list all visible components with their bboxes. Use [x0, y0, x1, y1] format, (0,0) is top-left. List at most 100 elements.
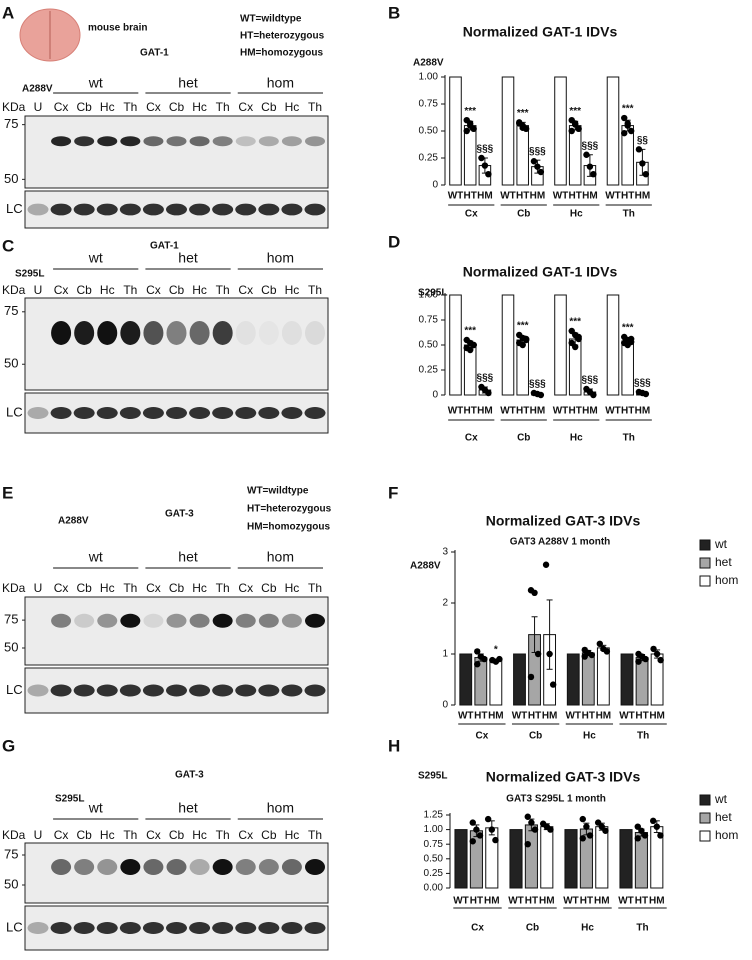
bar: [463, 125, 477, 186]
data-point: [537, 391, 545, 399]
y-tick-label: 1.25: [424, 810, 444, 821]
legend-label: het: [715, 555, 732, 569]
bar-label: HM: [530, 191, 546, 202]
data-point: [650, 645, 657, 653]
loading-band: [166, 203, 187, 216]
loading-band: [212, 203, 234, 216]
genotype-legend: HT=heterozygous: [240, 31, 325, 42]
panel-letter: C: [2, 236, 14, 255]
data-point: [594, 819, 602, 826]
panel-letter: F: [388, 483, 398, 502]
lane-label: Th: [308, 581, 322, 595]
significance: §§§: [529, 146, 546, 157]
bar-label: HM: [649, 711, 665, 722]
significance: ***: [622, 104, 634, 115]
bar-label: HT: [516, 406, 529, 417]
lane-label: Th: [123, 283, 137, 297]
group-label: Th: [637, 731, 649, 742]
protein-band: [305, 136, 325, 147]
lane-label: Hc: [192, 828, 207, 842]
chart-title: Normalized GAT-1 IDVs: [463, 24, 618, 40]
protein-band: [258, 859, 279, 875]
lane-label: Cx: [54, 100, 69, 114]
group-label: Th: [636, 923, 648, 934]
lane-label: Cb: [261, 283, 277, 297]
protein-band: [120, 859, 141, 875]
loading-band: [119, 922, 141, 934]
legend-label: wt: [714, 792, 728, 806]
protein-band: [143, 320, 164, 345]
lane-label: Cx: [146, 283, 161, 297]
loading-band: [304, 407, 326, 419]
lane-label: Cb: [76, 100, 92, 114]
protein-band: [166, 320, 187, 345]
data-point: [469, 819, 476, 826]
loading-band: [142, 922, 164, 934]
data-point: [621, 114, 628, 122]
data-point: [642, 390, 650, 398]
protein-band: [189, 320, 210, 345]
unit-label: KDa: [2, 283, 26, 297]
bar: [554, 294, 567, 396]
protein-label: GAT-1: [140, 48, 169, 59]
protein-band: [258, 136, 279, 147]
lane-label: Hc: [192, 581, 207, 595]
significance: *: [494, 645, 498, 656]
bar-label: HT: [474, 711, 487, 722]
data-point: [602, 827, 609, 834]
legend-label: hom: [715, 573, 738, 587]
bar-label: WT: [448, 191, 464, 202]
y-tick-label: 0: [432, 180, 438, 191]
lane-label: Cx: [238, 581, 253, 595]
panel-letter: H: [388, 736, 400, 755]
data-point: [481, 655, 488, 663]
lane-label: Cx: [238, 828, 253, 842]
lane-label: Hc: [100, 100, 115, 114]
bar-label: HT: [525, 896, 538, 907]
y-tick-label: 0.75: [419, 315, 439, 326]
y-tick-label: 0.25: [419, 153, 439, 164]
data-point: [478, 154, 485, 162]
data-point: [485, 171, 492, 178]
data-point: [469, 838, 476, 845]
bar: [606, 76, 620, 186]
protein-band: [235, 613, 256, 628]
y-tick-label: 0.25: [424, 868, 444, 879]
bar: [568, 125, 582, 186]
data-point: [522, 335, 530, 343]
mutation-label: A288V: [413, 58, 444, 69]
data-point: [627, 335, 635, 343]
protein-band: [74, 136, 95, 147]
y-tick-label: 3: [442, 547, 448, 558]
loading-band: [235, 407, 257, 419]
unit-label: KDa: [2, 828, 26, 842]
loading-band: [119, 203, 141, 216]
data-point: [496, 655, 503, 663]
y-tick-label: 0.75: [424, 839, 444, 850]
marker-label: 50: [4, 639, 18, 654]
data-point: [530, 158, 538, 165]
data-point: [549, 681, 557, 688]
loading-band: [73, 684, 95, 697]
loading-band: [27, 203, 49, 216]
bar: [620, 653, 634, 706]
bar-label: WT: [563, 896, 579, 907]
bar: [485, 827, 499, 889]
genotype-legend: WT=wildtype: [247, 486, 309, 497]
bar-label: HM: [477, 191, 493, 202]
loading-band: [73, 407, 95, 419]
data-point: [470, 125, 477, 133]
loading-band: [50, 684, 72, 697]
protein-band: [212, 613, 233, 628]
lane-label: Th: [216, 100, 230, 114]
lane-label: Cx: [238, 100, 253, 114]
marker-label: 75: [4, 846, 18, 861]
bar: [516, 339, 529, 396]
bar-label: HT: [528, 711, 541, 722]
bar-label: WT: [448, 406, 464, 417]
chart-title: Normalized GAT-3 IDVs: [486, 769, 641, 785]
protein-band: [143, 136, 164, 147]
protein-band: [305, 613, 325, 628]
legend-swatch: [699, 557, 711, 569]
lane-label: Cb: [261, 828, 277, 842]
